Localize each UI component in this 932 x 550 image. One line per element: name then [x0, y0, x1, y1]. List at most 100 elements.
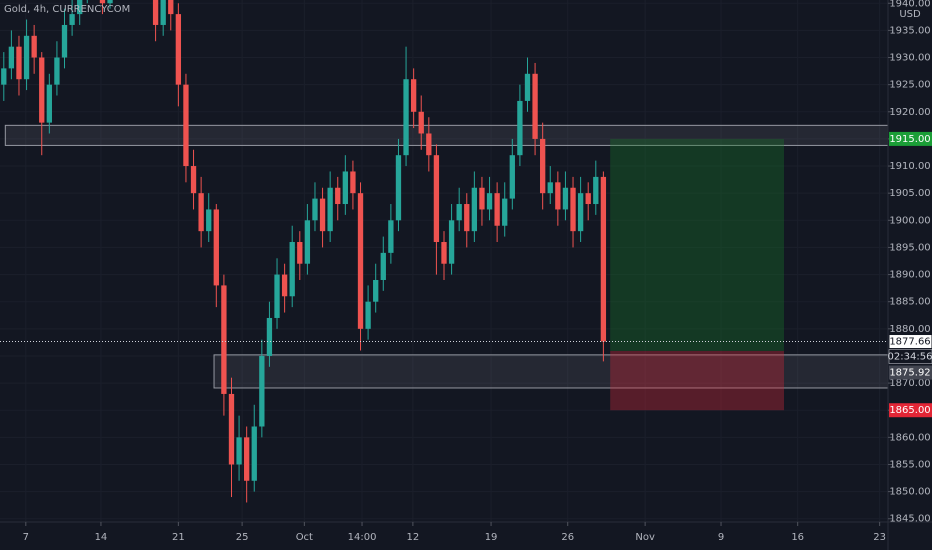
- x-tick-label: Oct: [296, 532, 313, 543]
- candle-body: [190, 166, 197, 194]
- y-tick-label: 1885.00: [889, 297, 930, 308]
- countdown-box: [888, 349, 932, 364]
- candle-body: [236, 437, 242, 465]
- candle-body: [357, 193, 364, 329]
- plot-area: [0, 0, 888, 503]
- x-tick-label: 14:00: [348, 532, 377, 543]
- candle-body: [54, 57, 60, 85]
- x-tick-label: 25: [236, 532, 249, 543]
- x-tick-label: 14: [95, 532, 108, 543]
- candle-body: [251, 426, 257, 481]
- candle-body: [297, 242, 303, 264]
- y-tick-label: 1845.00: [889, 514, 930, 525]
- loss-zone: [610, 350, 785, 411]
- x-tick-label: 21: [172, 532, 185, 543]
- candle-body: [448, 220, 455, 264]
- candle-body: [160, 0, 166, 25]
- candle-body: [547, 182, 553, 194]
- x-tick-label: 9: [718, 532, 724, 543]
- candle-body: [342, 171, 348, 205]
- candle-body: [274, 274, 280, 318]
- candle-body: [304, 220, 311, 264]
- candle-body: [61, 24, 68, 58]
- candle-body: [410, 79, 417, 112]
- candle-body: [540, 138, 546, 194]
- candle-body: [517, 100, 523, 156]
- candle-body: [486, 193, 493, 210]
- candle-body: [365, 301, 371, 329]
- candle-body: [373, 279, 379, 302]
- candle-body: [77, 0, 83, 15]
- zone: [4, 124, 888, 146]
- x-tick-label: 26: [561, 532, 574, 543]
- candle-body: [213, 209, 219, 286]
- candle-body: [593, 176, 599, 205]
- candle-body: [471, 187, 478, 232]
- candle-body: [289, 242, 295, 297]
- candle-body: [266, 317, 273, 356]
- candle-body: [39, 57, 45, 123]
- candle-body: [107, 0, 113, 4]
- last-price-label: 1877.66: [889, 337, 930, 348]
- y-tick-label: 1935.00: [889, 25, 930, 36]
- x-tick-label: 7: [23, 532, 29, 543]
- last-price-label-box: [888, 334, 932, 350]
- entry-label-box: [889, 365, 932, 380]
- candle-body: [464, 204, 470, 232]
- candle-body: [585, 193, 591, 205]
- profit-zone: [610, 138, 785, 351]
- candle-body: [221, 285, 227, 394]
- candle-body: [198, 193, 204, 232]
- candle-body: [319, 198, 326, 232]
- candle-body: [206, 209, 212, 232]
- candle-body: [509, 155, 515, 199]
- candle-body: [281, 274, 288, 297]
- candle-body: [479, 187, 485, 210]
- candle-body: [441, 242, 447, 264]
- y-tick-label: 1910.00: [889, 161, 930, 172]
- target-label-box: [889, 131, 932, 146]
- y-tick-label: 1860.00: [889, 432, 930, 443]
- candle-body: [31, 35, 37, 58]
- candle-body: [327, 187, 333, 232]
- y-tick-label: 1940.00: [889, 0, 930, 9]
- candle-body: [426, 133, 432, 156]
- y-tick-label: 1905.00: [889, 188, 930, 199]
- candle-body: [1, 68, 7, 85]
- stop-label: 1865.00: [889, 405, 930, 416]
- candle-body: [23, 35, 30, 80]
- y-tick-label: 1925.00: [889, 80, 930, 91]
- candle-body: [46, 84, 52, 123]
- candle-body: [494, 193, 500, 226]
- candle-body: [175, 14, 182, 85]
- candle-body: [99, 0, 106, 4]
- candle-body: [562, 187, 569, 210]
- candle-body: [168, 0, 174, 15]
- candle-body: [600, 176, 607, 342]
- y-tick-label: 1920.00: [889, 107, 930, 118]
- zone: [213, 354, 888, 389]
- candle-body: [532, 73, 538, 139]
- candle-body: [228, 393, 235, 465]
- stop-label-box: [889, 403, 932, 418]
- currency: USD: [899, 9, 921, 20]
- candle-body: [335, 187, 341, 205]
- y-tick-label: 1890.00: [889, 270, 930, 281]
- x-tick-label: 19: [485, 532, 498, 543]
- candle-body: [183, 84, 189, 167]
- x-tick-label: 12: [407, 532, 420, 543]
- entry-label: 1875.92: [889, 368, 930, 379]
- y-tick-label: 1855.00: [889, 459, 930, 470]
- y-tick-label: 1930.00: [889, 53, 930, 64]
- candle-body: [502, 198, 508, 226]
- x-tick-label: 16: [791, 532, 804, 543]
- candle-body: [456, 204, 462, 221]
- candle-body: [244, 437, 250, 481]
- y-tick-label: 1880.00: [889, 324, 930, 335]
- candle-body: [395, 155, 402, 221]
- chart-title: Gold, 4h, CURRENCYCOM: [4, 4, 130, 15]
- countdown: 02:34:56: [888, 352, 932, 363]
